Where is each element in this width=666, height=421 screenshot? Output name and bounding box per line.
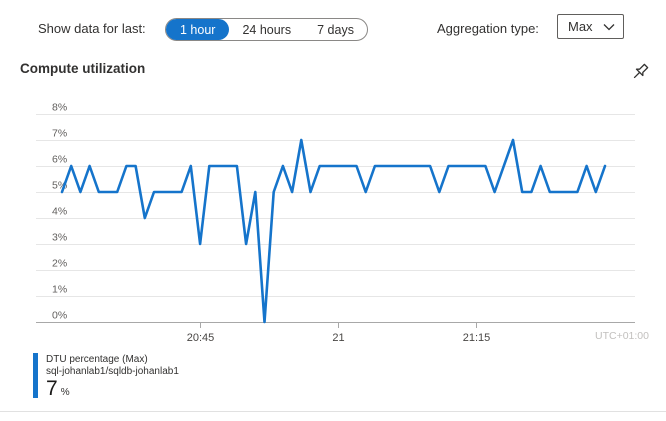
- legend-series-name: DTU percentage (Max): [46, 354, 148, 365]
- time-range-1-hour[interactable]: 1 hour: [166, 19, 230, 40]
- series-line: [60, 138, 607, 324]
- aggregation-type-dropdown[interactable]: Max: [557, 14, 624, 39]
- x-axis-ticks: [200, 322, 477, 328]
- svg-text:2%: 2%: [52, 258, 67, 270]
- legend-item[interactable]: DTU percentage (Max) sql-johanlab1/sqldb…: [33, 353, 179, 404]
- svg-text:4%: 4%: [52, 206, 67, 218]
- svg-text:21:15: 21:15: [463, 332, 491, 344]
- time-range-toggle: 1 hour 24 hours 7 days: [165, 18, 368, 41]
- x-axis-labels: 20:45 21 21:15: [187, 332, 491, 344]
- show-data-label: Show data for last:: [38, 21, 146, 36]
- svg-text:8%: 8%: [52, 102, 67, 114]
- pin-icon[interactable]: [626, 58, 654, 86]
- svg-text:20:45: 20:45: [187, 332, 215, 344]
- legend-current-value: 7: [46, 377, 58, 400]
- timezone-label: UTC+01:00: [595, 330, 649, 342]
- chevron-down-icon: [603, 23, 615, 30]
- time-range-7-days[interactable]: 7 days: [304, 19, 367, 40]
- aggregation-type-label: Aggregation type:: [437, 21, 539, 36]
- svg-text:21: 21: [332, 332, 344, 344]
- svg-text:1%: 1%: [52, 284, 67, 296]
- legend-resource-name: sql-johanlab1/sqldb-johanlab1: [46, 366, 179, 377]
- legend-current-unit: %: [60, 387, 70, 398]
- divider: [0, 411, 666, 412]
- y-axis-labels: 0%1%2%3%4%5%6%7%8%: [52, 102, 67, 322]
- chart-title: Compute utilization: [20, 61, 146, 76]
- y-gridlines: [36, 114, 635, 323]
- time-range-24-hours[interactable]: 24 hours: [229, 19, 304, 40]
- svg-text:6%: 6%: [52, 154, 67, 166]
- aggregation-type-value: Max: [568, 19, 593, 34]
- svg-text:3%: 3%: [52, 232, 67, 244]
- legend-color-bar: [33, 353, 38, 398]
- svg-text:7%: 7%: [52, 128, 67, 140]
- svg-text:0%: 0%: [52, 310, 67, 322]
